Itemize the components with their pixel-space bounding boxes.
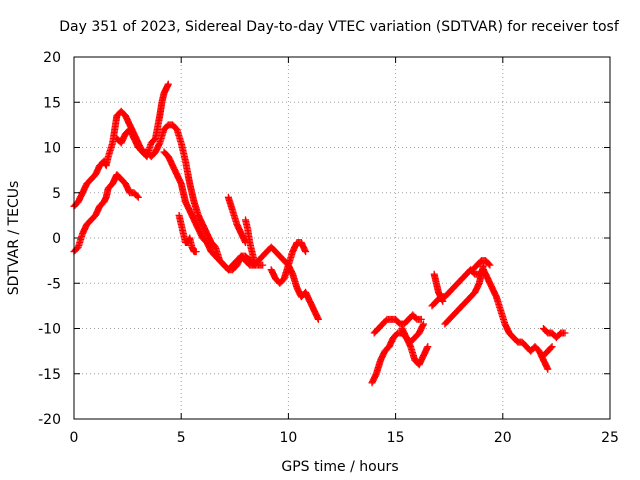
grid-lines — [74, 57, 610, 419]
series-arc-16 — [540, 325, 569, 342]
y-tick-label: 5 — [52, 186, 61, 202]
y-tick-label: -15 — [38, 367, 61, 383]
data-point-marker — [561, 329, 569, 337]
x-tick-label: 10 — [279, 430, 297, 446]
y-tick-label: 0 — [52, 231, 61, 247]
x-tick-label: 0 — [70, 430, 79, 446]
y-tick-label: 10 — [43, 141, 61, 157]
y-axis-tick-labels: -20 -15 -10 -5 0 5 10 15 20 — [38, 50, 61, 428]
series-arc-15 — [469, 257, 494, 274]
series-arc-14 — [430, 270, 447, 305]
data-point-marker — [548, 343, 556, 351]
data-point-marker — [485, 260, 493, 268]
x-axis-tick-labels: 0 5 10 15 20 25 — [70, 430, 619, 446]
y-tick-label: 20 — [43, 50, 61, 66]
data-point-marker — [480, 261, 487, 269]
y-tick-label: -10 — [38, 322, 61, 338]
series-arc-4 — [160, 148, 267, 274]
data-point-marker — [301, 246, 309, 254]
data-point-marker — [192, 248, 200, 256]
data-point-marker — [486, 261, 494, 269]
data-point-marker — [134, 193, 142, 201]
data-point-marker — [424, 343, 432, 351]
data-points — [70, 80, 569, 387]
series-arc-13 — [441, 261, 487, 328]
y-tick-label: -20 — [38, 412, 61, 428]
series-arc-2 — [70, 107, 322, 323]
series-arc-11 — [398, 325, 432, 369]
data-point-marker — [314, 315, 322, 323]
data-point-marker — [133, 192, 141, 200]
data-point-marker — [250, 257, 258, 265]
series-arc-8 — [267, 239, 310, 287]
data-point-marker — [420, 320, 427, 328]
x-tick-label: 5 — [177, 430, 186, 446]
data-point-marker — [417, 315, 425, 323]
data-point-marker — [302, 248, 310, 256]
x-axis-label: GPS time / hours — [281, 459, 398, 475]
series-arc-17 — [540, 343, 556, 360]
y-tick-label: -5 — [47, 276, 61, 292]
series-arc-1 — [70, 171, 142, 256]
x-tick-label: 25 — [601, 430, 619, 446]
series-arc-10 — [370, 311, 425, 337]
chart-title: Day 351 of 2023, Sidereal Day-to-day VTE… — [59, 19, 620, 35]
data-point-marker — [439, 297, 447, 305]
y-axis-label: SDTVAR / TECUs — [6, 181, 22, 296]
data-point-marker — [164, 80, 172, 88]
x-tick-label: 20 — [494, 430, 512, 446]
series-arc-9 — [368, 320, 427, 387]
axis-ticks — [73, 56, 611, 420]
series-arc-3 — [113, 80, 172, 161]
y-tick-label: 15 — [43, 95, 61, 111]
x-tick-label: 15 — [387, 430, 405, 446]
series-arc-5 — [175, 211, 200, 256]
data-point-marker — [259, 261, 267, 269]
series-arc-7 — [242, 216, 258, 265]
data-point-marker — [544, 365, 552, 373]
data-point-marker — [547, 344, 555, 352]
data-point-marker — [423, 344, 431, 352]
series-arc-6 — [224, 193, 249, 246]
